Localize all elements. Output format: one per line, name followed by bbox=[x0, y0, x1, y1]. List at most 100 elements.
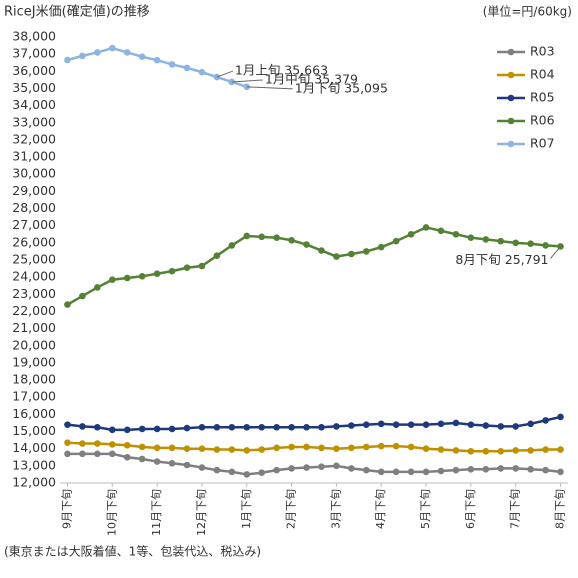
data-point bbox=[123, 49, 131, 56]
data-point bbox=[377, 420, 385, 428]
data-point bbox=[213, 423, 221, 431]
y-tick-label: 23,000 bbox=[12, 286, 56, 301]
data-point bbox=[198, 445, 206, 452]
y-tick-label: 36,000 bbox=[12, 63, 56, 78]
data-point bbox=[407, 443, 415, 451]
data-label: 1月中旬 35,379 bbox=[265, 71, 358, 86]
data-point bbox=[557, 446, 564, 453]
data-point bbox=[123, 441, 131, 449]
data-point bbox=[64, 450, 71, 458]
data-point bbox=[138, 272, 146, 280]
data-point bbox=[527, 447, 534, 454]
x-tick-label: 4月下旬 bbox=[374, 489, 387, 529]
data-point bbox=[452, 230, 460, 238]
data-point bbox=[108, 450, 116, 458]
data-point bbox=[467, 234, 475, 241]
data-point bbox=[138, 455, 146, 463]
data-point bbox=[333, 423, 340, 430]
data-point bbox=[108, 44, 116, 52]
data-point bbox=[392, 468, 400, 476]
data-point bbox=[108, 426, 116, 434]
data-point bbox=[123, 453, 131, 461]
x-tick-label: 3月下旬 bbox=[329, 489, 342, 529]
data-point bbox=[542, 242, 549, 249]
x-tick-label: 7月下旬 bbox=[509, 489, 522, 529]
data-point bbox=[497, 465, 505, 472]
legend-marker bbox=[507, 48, 515, 56]
data-point bbox=[318, 423, 325, 431]
data-point bbox=[243, 232, 251, 240]
data-point bbox=[512, 239, 520, 247]
y-tick-label: 33,000 bbox=[12, 114, 56, 129]
data-point bbox=[497, 423, 505, 430]
data-point bbox=[94, 450, 101, 458]
y-tick-label: 13,000 bbox=[12, 457, 56, 472]
data-point bbox=[467, 465, 475, 473]
data-point bbox=[392, 421, 400, 428]
data-point bbox=[288, 423, 295, 431]
data-point bbox=[168, 61, 176, 68]
data-point bbox=[168, 444, 176, 452]
data-point bbox=[213, 73, 221, 81]
data-point bbox=[362, 421, 370, 428]
data-point bbox=[123, 426, 131, 434]
data-point bbox=[303, 464, 310, 471]
y-tick-label: 24,000 bbox=[12, 269, 56, 284]
data-point bbox=[467, 421, 475, 428]
data-point bbox=[407, 421, 415, 428]
series-line bbox=[67, 441, 561, 453]
y-tick-label: 32,000 bbox=[12, 131, 56, 146]
legend-label: R04 bbox=[530, 67, 555, 82]
data-point bbox=[377, 442, 385, 450]
leader-line bbox=[550, 246, 561, 259]
data-point bbox=[198, 423, 206, 431]
data-point bbox=[79, 52, 86, 60]
chart-title: RiceJ米価(確定値)の推移 bbox=[4, 4, 150, 20]
data-point bbox=[527, 420, 534, 428]
data-label: 8月下旬 25,791 bbox=[455, 252, 548, 267]
y-tick-label: 26,000 bbox=[12, 234, 56, 249]
data-point bbox=[422, 224, 430, 231]
x-tick-label: 2月下旬 bbox=[285, 489, 298, 529]
data-point bbox=[228, 468, 236, 476]
data-point bbox=[437, 227, 445, 235]
data-point bbox=[183, 461, 191, 469]
data-point bbox=[512, 447, 520, 454]
data-point bbox=[452, 447, 460, 454]
data-point bbox=[497, 237, 505, 245]
data-point bbox=[422, 445, 430, 452]
data-point bbox=[348, 465, 355, 472]
data-point bbox=[422, 468, 430, 476]
y-tick-label: 38,000 bbox=[12, 29, 56, 44]
data-point bbox=[467, 447, 475, 455]
y-tick-label: 18,000 bbox=[12, 372, 56, 387]
data-point bbox=[153, 270, 161, 278]
data-point bbox=[108, 441, 116, 448]
data-point bbox=[79, 292, 86, 300]
data-point bbox=[452, 466, 460, 474]
x-tick-label: 10月下旬 bbox=[105, 489, 118, 536]
y-tick-label: 22,000 bbox=[12, 303, 56, 318]
data-point bbox=[348, 250, 355, 258]
data-point bbox=[108, 276, 116, 284]
data-point bbox=[437, 420, 445, 428]
data-point bbox=[542, 417, 549, 424]
series-line bbox=[67, 415, 561, 432]
data-point bbox=[318, 247, 325, 254]
y-tick-label: 34,000 bbox=[12, 97, 56, 112]
data-point bbox=[482, 236, 490, 243]
data-point bbox=[333, 445, 340, 452]
data-point bbox=[243, 447, 251, 454]
y-tick-label: 12,000 bbox=[12, 475, 56, 490]
data-point bbox=[333, 462, 340, 470]
data-point bbox=[527, 465, 534, 473]
y-tick-label: 21,000 bbox=[12, 320, 56, 335]
data-point bbox=[377, 243, 385, 251]
data-point bbox=[153, 425, 161, 433]
legend-label: R06 bbox=[530, 113, 555, 128]
data-point bbox=[362, 248, 370, 255]
data-point bbox=[557, 413, 564, 421]
data-point bbox=[527, 240, 534, 248]
data-point bbox=[183, 445, 191, 452]
x-tick-label: 1月下旬 bbox=[240, 489, 253, 529]
